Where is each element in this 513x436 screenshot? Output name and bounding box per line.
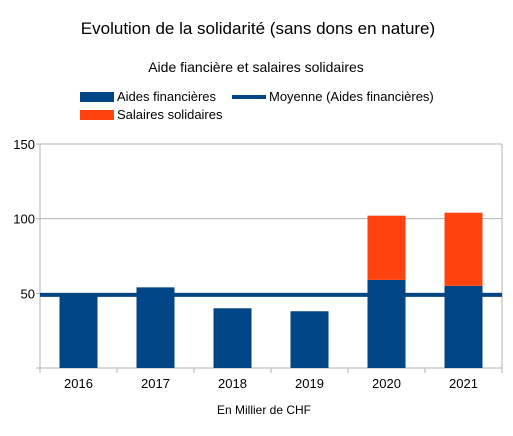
legend-item-moyenne: Moyenne (Aides financières) [232, 89, 434, 104]
y-tick-label: 100 [13, 212, 35, 227]
legend-item-salaires: Salaires solidaires [80, 107, 223, 122]
legend-item-aides: Aides financières [80, 89, 216, 104]
x-tick-label: 2018 [218, 376, 247, 391]
x-tick-label: 2021 [449, 376, 478, 391]
legend: Aides financières Moyenne (Aides financi… [80, 89, 434, 122]
bar-aides-financieres [136, 287, 175, 368]
legend-label-aides: Aides financières [117, 89, 216, 104]
chart-subtitle: Aide fiancière et salaires solidaires [148, 59, 364, 75]
plot-area: 50 100 150 2016 2017 2018 2019 2020 2021 [13, 137, 503, 391]
legend-swatch-aides [80, 92, 114, 102]
y-tick-label: 150 [13, 137, 35, 152]
bar-salaires-solidaires [444, 212, 483, 286]
bar-aides-financieres [444, 285, 483, 368]
x-tick-label: 2019 [295, 376, 324, 391]
legend-label-salaires: Salaires solidaires [117, 107, 223, 122]
bar-aides-financieres [290, 311, 329, 368]
bar-salaires-solidaires [367, 215, 406, 280]
x-axis-label: En Millier de CHF [217, 403, 311, 417]
bar-aides-financieres [59, 294, 98, 368]
x-tick-label: 2017 [141, 376, 170, 391]
x-tick-label: 2016 [64, 376, 93, 391]
legend-swatch-salaires [80, 110, 114, 120]
y-tick-label: 50 [21, 286, 35, 301]
bar-aides-financieres [213, 308, 252, 368]
chart-title: Evolution de la solidarité (sans dons en… [81, 19, 435, 38]
legend-label-moyenne: Moyenne (Aides financières) [269, 89, 434, 104]
x-tick-label: 2020 [372, 376, 401, 391]
